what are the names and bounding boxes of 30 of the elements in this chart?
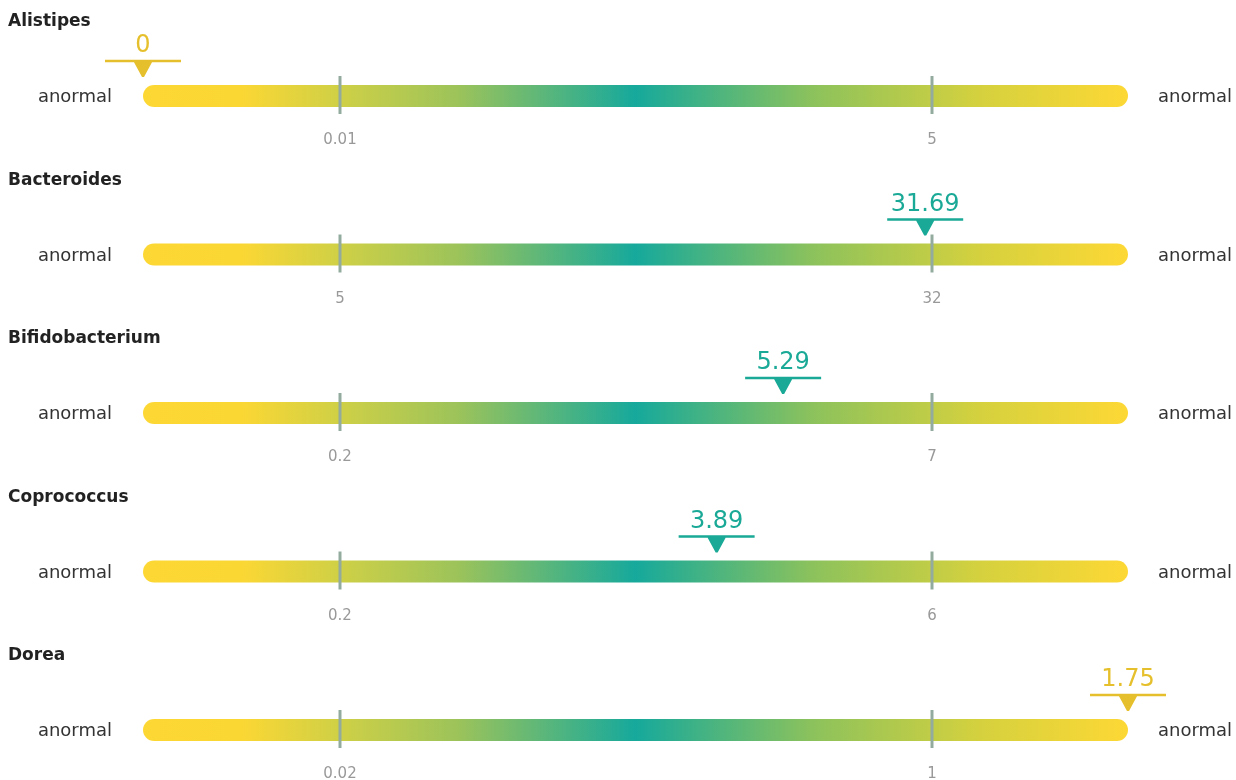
text: anormal <box>37 560 112 582</box>
text: anormal <box>1158 560 1233 582</box>
text: anormal <box>1158 85 1233 106</box>
text: anormal <box>37 85 112 106</box>
text: 0.02 <box>323 764 357 780</box>
text: 0.01 <box>323 130 357 148</box>
text: 6 <box>927 605 937 624</box>
data-label: 3.89 <box>689 505 744 534</box>
text: Bacteroides <box>8 168 122 189</box>
text: 1 <box>927 764 937 780</box>
data-label: 31.69 <box>890 188 960 217</box>
text: anormal <box>37 719 112 740</box>
text: anormal <box>37 402 112 423</box>
text: Dorea <box>8 644 66 664</box>
data-label: 0 <box>135 30 151 58</box>
text: Bifidobacterium <box>8 327 161 347</box>
data-label: 5.29 <box>756 347 810 375</box>
text: 0.2 <box>328 605 352 624</box>
text: 5 <box>335 288 345 307</box>
text: Coprococcus <box>8 485 129 506</box>
text: anormal <box>1158 243 1233 265</box>
data-label: 1.75 <box>1101 664 1155 692</box>
text: 7 <box>927 447 937 465</box>
text: Alistipes <box>8 10 91 30</box>
text: 5 <box>927 130 937 148</box>
text: anormal <box>37 243 112 265</box>
text: anormal <box>1158 719 1233 740</box>
text: anormal <box>1158 402 1233 423</box>
text: 32 <box>922 288 942 307</box>
text: 0.2 <box>328 447 352 465</box>
